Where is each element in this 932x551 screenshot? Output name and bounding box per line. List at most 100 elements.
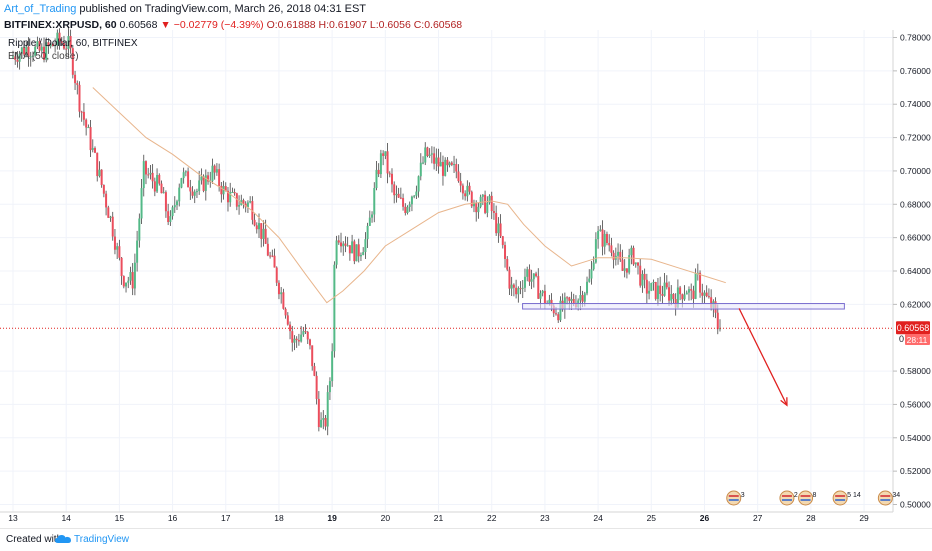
economic-event-flag-icon[interactable] — [798, 490, 814, 506]
candle-body — [430, 153, 433, 155]
candle-body — [619, 251, 622, 260]
last-price-tag: 0.60568 28:11 0 — [896, 321, 930, 345]
candle-body — [147, 174, 150, 176]
time-tick-label: 18 — [274, 513, 284, 523]
candle-body — [342, 243, 345, 247]
candle-body — [169, 216, 172, 223]
candle-body — [160, 183, 163, 194]
economic-event-flag-icon[interactable] — [877, 490, 893, 506]
candle-body — [428, 154, 431, 156]
candle-body — [111, 216, 114, 237]
candle-body — [156, 175, 159, 192]
candle-body — [668, 287, 671, 301]
candle-body — [399, 197, 402, 199]
candle-body — [20, 47, 23, 54]
candle-body — [659, 285, 662, 295]
candle-body — [47, 42, 50, 47]
series-legend-title[interactable]: Ripple / Dollar, 60, BITFINEX — [8, 38, 138, 49]
candle-body — [16, 59, 19, 62]
candle-body — [413, 195, 416, 197]
candle-body — [515, 287, 518, 295]
candle-body — [504, 245, 507, 259]
candle-body — [393, 184, 396, 196]
price-change: −0.02779 (−4.39%) — [173, 19, 264, 31]
candle-body — [368, 217, 371, 226]
candle-body — [43, 46, 46, 60]
economic-event-flag-icon[interactable] — [726, 490, 742, 506]
candle-body — [131, 272, 134, 289]
candle-body — [679, 287, 682, 295]
indicator-legend[interactable]: EMA (50, close) — [8, 51, 79, 62]
candle-body — [204, 175, 207, 191]
candle-body — [207, 175, 210, 182]
candle-body — [705, 292, 708, 297]
candle-body — [539, 293, 542, 299]
candle-body — [31, 55, 34, 57]
candle-body — [625, 268, 628, 273]
candle-body — [213, 165, 216, 173]
price-axis[interactable]: 0.78000 0.76000 0.74000 0.72000 0.70000 0.680… — [893, 33, 931, 510]
candle-body — [85, 119, 88, 128]
symbol-label[interactable]: BITFINEX:XRPUSD, 60 — [4, 19, 117, 31]
candle-body — [530, 279, 533, 282]
candle-body — [623, 268, 626, 271]
candle-body — [306, 331, 309, 340]
price-tick-label: 0.78000 — [900, 33, 931, 43]
candle-body — [508, 269, 511, 289]
candle-body — [359, 254, 362, 257]
candle-body — [129, 272, 132, 281]
candle-body — [222, 186, 225, 195]
candle-body — [652, 281, 655, 284]
candle-body — [153, 181, 156, 192]
candle-body — [490, 195, 493, 212]
candle-body — [191, 191, 194, 196]
candle-body — [238, 205, 241, 207]
candle-body — [344, 243, 347, 246]
candle-body — [663, 282, 666, 296]
candle-body — [67, 36, 70, 49]
candle-body — [384, 151, 387, 156]
bar-countdown-label: 28:11 — [907, 335, 928, 345]
candle-body — [202, 176, 205, 191]
candle-body — [60, 41, 63, 44]
tradingview-brand-link[interactable]: TradingView — [74, 534, 130, 545]
candle-body — [18, 53, 21, 62]
candle-body — [415, 191, 418, 196]
candle-body — [78, 84, 81, 112]
candle-body — [390, 173, 393, 185]
candle-body — [291, 331, 294, 343]
candle-body — [377, 169, 380, 175]
economic-event-flag-icon[interactable] — [832, 490, 848, 506]
candle-body — [133, 262, 136, 289]
candle-body — [324, 418, 327, 427]
candle-body — [91, 148, 94, 151]
candle-body — [468, 185, 471, 192]
candle-body — [331, 351, 334, 382]
candle-body — [82, 111, 85, 120]
economic-event-flag-icon[interactable] — [779, 490, 795, 506]
candle-body — [459, 181, 462, 186]
candle-body — [703, 292, 706, 296]
candle-body — [535, 273, 538, 277]
candle-body — [707, 296, 710, 298]
author-link[interactable]: Art_of_Trading — [4, 3, 77, 15]
candle-body — [645, 279, 648, 294]
axis-zero-glyph: 0 — [899, 334, 904, 344]
time-tick-label: 28 — [806, 513, 816, 523]
candle-body — [198, 180, 201, 192]
candle-body — [603, 233, 606, 247]
candle-body — [637, 262, 639, 266]
support-zone-rectangle[interactable] — [522, 303, 845, 310]
price-tick-label: 0.70000 — [900, 166, 931, 176]
time-axis[interactable]: 13 14 15 16 17 18 19 20 21 22 23 24 25 26 27 28 29 — [8, 513, 869, 523]
candle-body — [566, 297, 569, 299]
candle-body — [437, 157, 440, 167]
candle-body — [477, 206, 480, 213]
candle-body — [231, 192, 234, 194]
candle-body — [226, 190, 229, 203]
candle-body — [699, 272, 702, 293]
candle-body — [144, 161, 147, 175]
candle-body — [357, 244, 360, 257]
projection-arrow[interactable] — [738, 308, 788, 407]
